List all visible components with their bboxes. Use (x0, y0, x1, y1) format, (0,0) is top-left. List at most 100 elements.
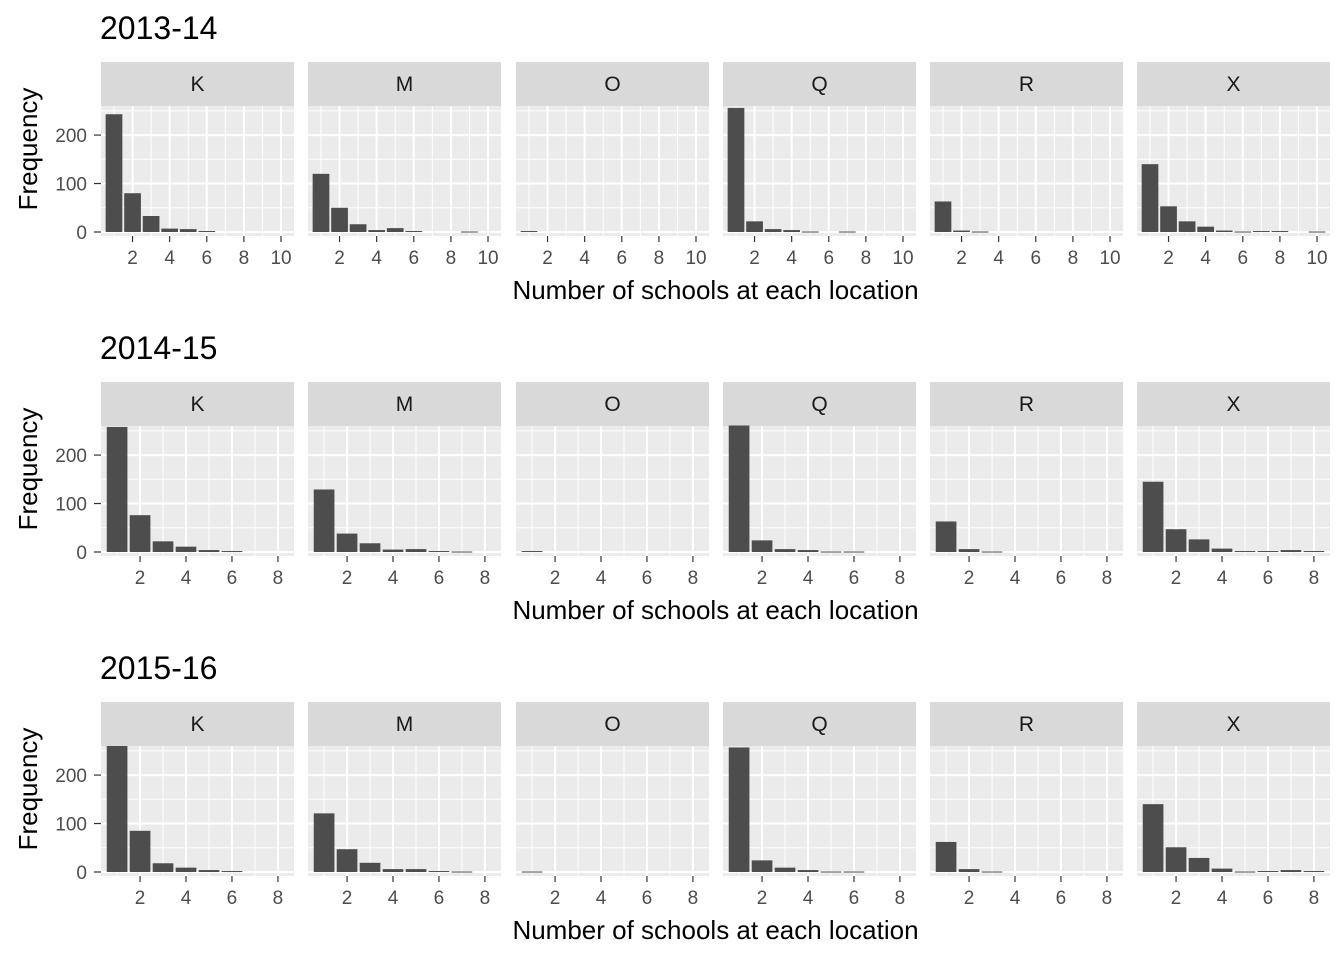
x-tick-label: 10 (1306, 248, 1327, 269)
facet-panel-K: K 2 4 6 8 10 (101, 62, 294, 269)
histogram-bar (312, 173, 330, 232)
x-tick-label: 4 (181, 888, 192, 909)
histogram-bar (142, 216, 160, 232)
facet-panel-M: M 2 4 6 8 (308, 702, 501, 909)
facet-strip (308, 382, 501, 426)
x-tick-label: 2 (964, 888, 975, 909)
x-tick-label: 4 (1010, 568, 1021, 589)
facet-panel-Q: Q 2 4 6 8 (723, 382, 916, 589)
x-tick-label: 2 (135, 888, 146, 909)
facet-panel-R: R 2 4 6 8 10 (930, 62, 1123, 269)
histogram-bar (1211, 868, 1233, 872)
histogram-bar (958, 549, 980, 552)
histogram-bar (179, 229, 197, 232)
x-tick-label: 10 (685, 248, 706, 269)
facet-strip-label: K (190, 73, 204, 96)
histogram-bar (728, 425, 750, 552)
histogram-bar (1303, 871, 1325, 873)
y-tick-label: 200 (55, 766, 87, 787)
histogram-bar (1142, 481, 1164, 552)
x-tick-label: 8 (654, 248, 665, 269)
facet-strip (308, 62, 501, 106)
x-tick-label: 10 (270, 248, 291, 269)
histogram-bar (1197, 226, 1215, 232)
x-tick-label: 8 (1102, 888, 1113, 909)
facet-strip (930, 382, 1123, 426)
histogram-bar (728, 747, 750, 872)
x-axis-title: Number of schools at each location (512, 275, 918, 305)
x-tick-label: 2 (542, 248, 553, 269)
panel-background (516, 426, 709, 556)
histogram-bar (1211, 548, 1233, 552)
histogram-bar (368, 230, 386, 232)
facet-strip-label: K (190, 393, 204, 416)
histogram-bar (1257, 551, 1279, 553)
histogram-bar (129, 830, 151, 872)
x-tick-label: 6 (1237, 248, 1248, 269)
facet-strip-label: O (604, 393, 620, 416)
x-tick-label: 6 (227, 888, 238, 909)
panel-background (723, 106, 916, 236)
x-tick-label: 6 (1263, 568, 1274, 589)
facet-strip-label: X (1226, 713, 1240, 736)
x-tick-label: 4 (786, 248, 797, 269)
histogram-bar (106, 426, 128, 552)
histogram-bar (405, 869, 427, 872)
panel-background (930, 426, 1123, 556)
histogram-bar (521, 551, 543, 553)
histogram-bar (221, 871, 243, 873)
chart-title: 2015-16 (100, 650, 217, 686)
histogram-bar (198, 231, 216, 233)
histogram-bar (175, 867, 197, 872)
facet-panel-K: K 2 4 6 8 (101, 382, 294, 589)
facet-strip (1137, 382, 1330, 426)
histogram-bar (382, 549, 404, 552)
histogram-bar (1308, 231, 1326, 233)
histogram-bar (981, 871, 1003, 873)
histogram-bar (105, 114, 123, 232)
histogram-bar (971, 231, 989, 233)
facet-strip-label: R (1019, 73, 1034, 96)
histogram-bar (783, 230, 801, 232)
histogram-bar (820, 551, 842, 553)
x-tick-label: 6 (434, 888, 445, 909)
x-tick-label: 6 (1030, 248, 1041, 269)
x-tick-label: 4 (803, 888, 814, 909)
histogram-bar (405, 231, 423, 233)
x-tick-label: 2 (1171, 568, 1182, 589)
histogram-bar (359, 862, 381, 872)
facet-strip-label: R (1019, 713, 1034, 736)
x-tick-label: 8 (239, 248, 250, 269)
facet-panel-Q: Q 2 4 6 8 10 (723, 62, 916, 269)
histogram-bar (1188, 857, 1210, 872)
x-tick-label: 2 (964, 568, 975, 589)
x-tick-label: 4 (1200, 248, 1211, 269)
x-tick-label: 10 (477, 248, 498, 269)
x-tick-label: 8 (895, 568, 906, 589)
histogram-bar (820, 871, 842, 873)
panel-background (723, 426, 916, 556)
x-tick-label: 8 (273, 568, 284, 589)
x-tick-label: 10 (1099, 248, 1120, 269)
facet-strip-label: M (396, 73, 414, 96)
histogram-bar (175, 546, 197, 552)
histogram-bar (336, 849, 358, 872)
panel-background (516, 106, 709, 236)
histogram-bar (1165, 847, 1187, 872)
x-tick-label: 4 (388, 568, 399, 589)
chart-title: 2014-15 (100, 330, 217, 366)
x-tick-label: 8 (1275, 248, 1286, 269)
facet-panel-O: O 2 4 6 8 (516, 382, 709, 589)
x-tick-label: 6 (849, 888, 860, 909)
facet-panel-X: X 2 4 6 8 (1137, 382, 1330, 589)
histogram-bar (386, 228, 404, 232)
x-tick-label: 6 (616, 248, 627, 269)
histogram-bar (1142, 804, 1164, 872)
x-tick-label: 2 (956, 248, 967, 269)
facet-panel-R: R 2 4 6 8 (930, 382, 1123, 589)
histogram-bar (751, 540, 773, 552)
x-tick-label: 8 (1068, 248, 1079, 269)
x-tick-label: 6 (201, 248, 212, 269)
histogram-bar (774, 867, 796, 872)
